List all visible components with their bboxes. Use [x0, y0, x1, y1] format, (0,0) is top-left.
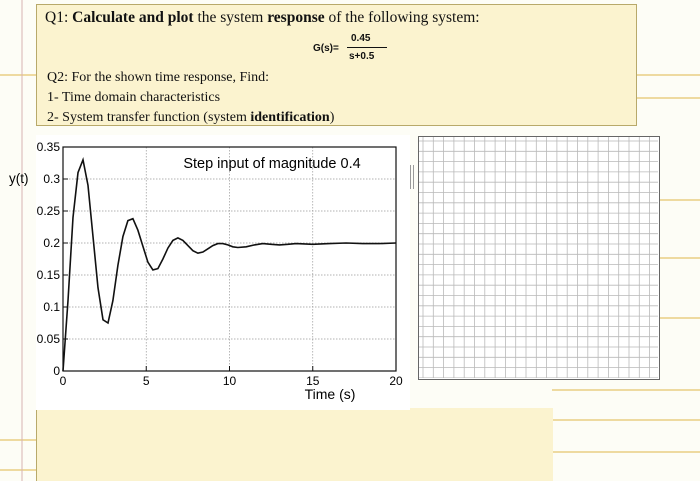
- y-tick-label: 0.15: [37, 268, 61, 282]
- x-tick-label: 0: [60, 374, 67, 388]
- tf-denominator: s+0.5: [349, 51, 375, 62]
- y-tick-label: 0.3: [43, 172, 60, 186]
- y-tick-label: 0.1: [43, 300, 60, 314]
- question-2-item-2: 2- System transfer function (system iden…: [47, 110, 335, 125]
- x-tick-label: 10: [223, 374, 237, 388]
- chart-title: Step input of magnitude 0.4: [183, 156, 360, 172]
- x-tick-label: 20: [389, 374, 403, 388]
- y-tick-label: 0.25: [37, 204, 61, 218]
- y-axis-label: y(t): [9, 171, 29, 186]
- response-curve: [62, 156, 397, 372]
- x-tick-label: 5: [143, 374, 150, 388]
- tf-fraction-bar: [347, 47, 387, 48]
- answer-area: [36, 408, 553, 481]
- questions-box: Q1: Calculate and plot the system respon…: [36, 4, 637, 126]
- question-1: Q1: Calculate and plot the system respon…: [45, 9, 480, 26]
- y-tick-label: 0.05: [37, 332, 61, 346]
- y-tick-label: 0.35: [37, 140, 61, 154]
- graph-paper-grid: [419, 137, 658, 379]
- y-tick-label: 0.2: [43, 236, 60, 250]
- step-response-chart: 0 0.05 0.1 0.15 0.2 0.25 0.3 0.35 0 5 10 15 20 Step…: [9, 135, 410, 410]
- x-tick-label: 15: [306, 374, 320, 388]
- step-response-plot: 0 0.05 0.1 0.15 0.2 0.25 0.3 0.35 0 5 10 15 20 Step…: [0, 135, 410, 410]
- question-2-item-1: 1- Time domain characteristics: [47, 90, 221, 105]
- plot-frame: [62, 146, 397, 372]
- tf-lhs: G(s)=: [313, 43, 339, 54]
- x-axis-label: Time (s): [305, 386, 356, 402]
- graph-paper: [418, 136, 660, 380]
- question-2: Q2: For the shown time response, Find: 1…: [47, 68, 334, 128]
- tf-numerator: 0.45: [351, 33, 371, 44]
- question-2-heading: Q2: For the shown time response, Find:: [47, 70, 270, 85]
- margin-mark: [410, 165, 414, 189]
- y-tick-label: 0: [53, 364, 60, 378]
- plot-background: [36, 135, 410, 410]
